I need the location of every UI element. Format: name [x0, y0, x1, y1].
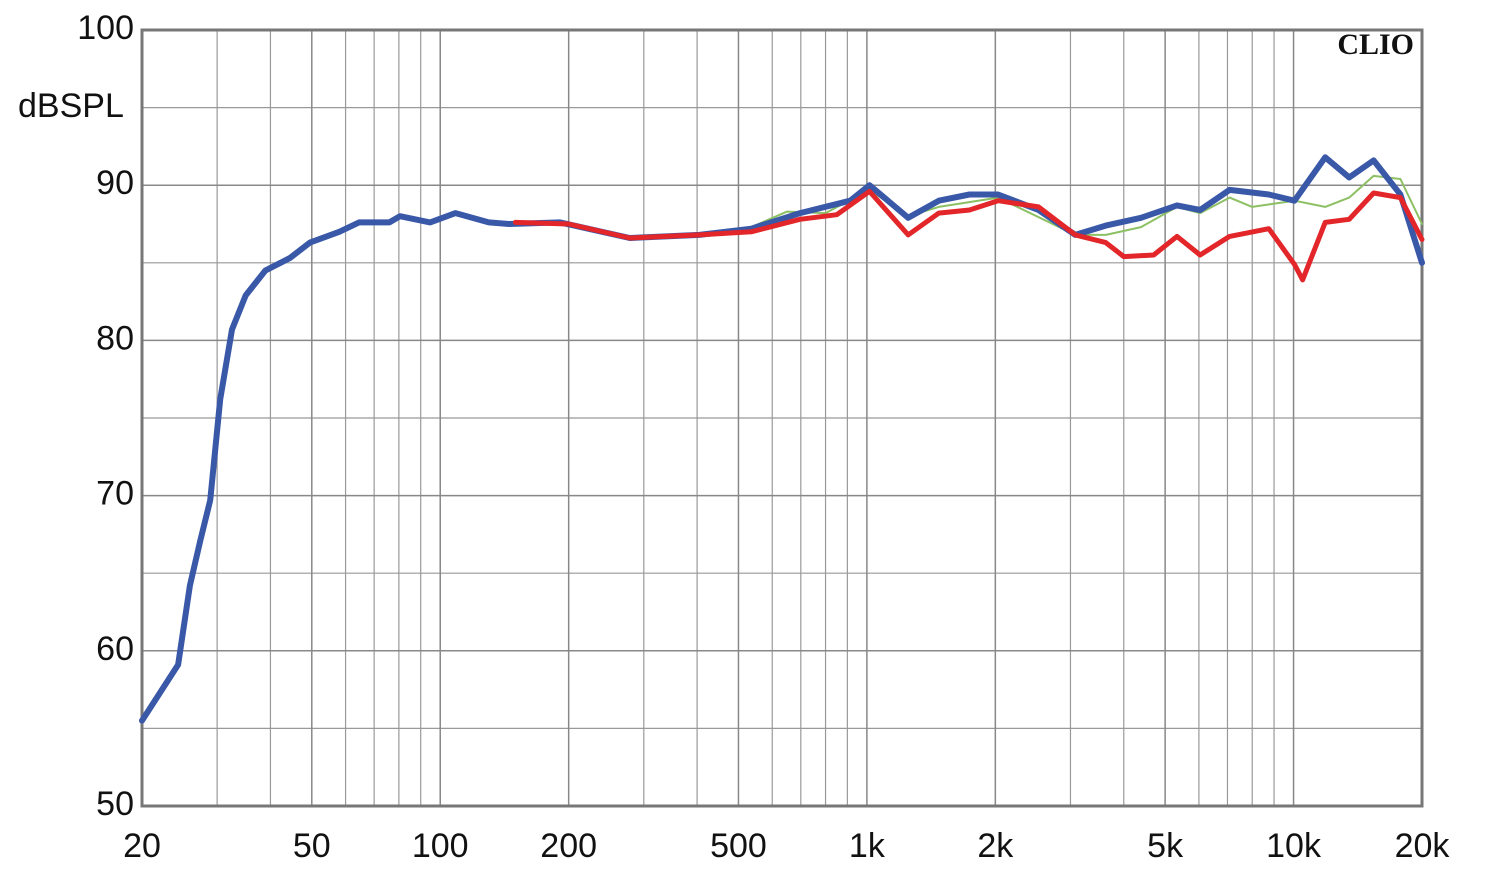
- x-tick-label: 100: [412, 827, 469, 865]
- x-tick-label: 20k: [1395, 827, 1451, 865]
- x-tick-label: 50: [293, 827, 331, 865]
- y-tick-label: 80: [96, 319, 134, 357]
- x-tick-label: 10k: [1266, 827, 1322, 865]
- plot-frame: [140, 28, 1424, 808]
- x-tick-label: 500: [710, 827, 767, 865]
- series-line: [512, 188, 1425, 283]
- x-tick-label: 1k: [849, 827, 886, 865]
- y-axis-label: dBSPL: [18, 87, 124, 125]
- y-tick-label: 90: [96, 164, 134, 202]
- y-tick-label: 70: [96, 475, 134, 513]
- annotation: CLIO: [1337, 28, 1414, 61]
- x-tick-label: 2k: [977, 827, 1014, 865]
- x-tick-label: 20: [123, 827, 161, 865]
- x-tick-label: 5k: [1147, 827, 1184, 865]
- x-tick-label: 200: [540, 827, 597, 865]
- y-tick-label: 100: [77, 9, 134, 47]
- series-line: [139, 154, 1425, 724]
- y-tick-label: 60: [96, 630, 134, 668]
- y-tick-label: 50: [96, 785, 134, 823]
